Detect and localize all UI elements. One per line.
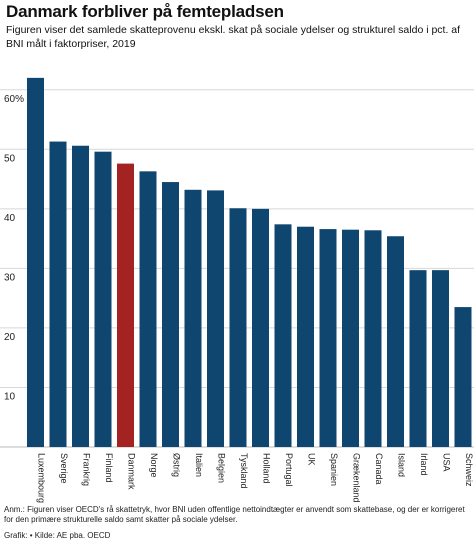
chart-title: Danmark forbliver på femtepladsen xyxy=(6,2,284,21)
bar xyxy=(139,171,157,448)
x-tick-label: Finland xyxy=(104,453,114,483)
x-tick-label: Frankrig xyxy=(82,453,92,486)
x-tick-label: Grækenland xyxy=(352,453,362,503)
bar xyxy=(72,145,89,447)
x-tick-label: Tyskland xyxy=(239,453,249,489)
x-tick-label: Holland xyxy=(262,453,272,484)
y-tick-label: 40 xyxy=(4,213,16,224)
bar xyxy=(319,229,337,447)
x-tick-label: Belgien xyxy=(217,453,227,483)
x-tick-label: Irland xyxy=(419,453,429,476)
y-tick-label: 50 xyxy=(4,153,16,164)
bar xyxy=(162,182,179,448)
bar xyxy=(364,230,382,447)
x-tick-label: USA xyxy=(442,453,452,472)
bar xyxy=(252,208,269,447)
bar xyxy=(229,208,247,447)
x-tick-label: Italien xyxy=(194,453,204,477)
bar xyxy=(184,189,202,448)
x-tick-label: Schweiz xyxy=(464,453,474,487)
bar xyxy=(409,270,427,447)
x-tick-label: Sverige xyxy=(59,453,69,484)
x-tick-label: UK xyxy=(307,453,317,466)
x-tick-label: Canada xyxy=(374,453,384,485)
y-tick-label: 60% xyxy=(4,94,24,105)
bar xyxy=(94,151,112,448)
bar xyxy=(117,163,134,447)
chart-source: Grafik: • Kilde: AE pba. OECD xyxy=(4,531,111,540)
bar xyxy=(207,190,224,448)
bar xyxy=(432,270,449,447)
bar xyxy=(387,236,404,447)
x-tick-label: Portugal xyxy=(284,453,294,487)
bar xyxy=(49,141,67,447)
bar xyxy=(454,307,472,447)
tick-labels: 10 20 30 40 50 60% Luxembourg Sverige Frankrig Fi… xyxy=(4,94,474,503)
x-tick-label: Luxembourg xyxy=(37,453,47,503)
y-tick-label: 20 xyxy=(4,332,16,343)
chart-subtitle: Figuren viser det samlede skatteprovenu … xyxy=(6,24,461,50)
x-tick-label: Østrig xyxy=(172,453,182,477)
bars xyxy=(27,77,472,448)
y-tick-label: 30 xyxy=(4,272,16,283)
bar xyxy=(297,226,314,447)
bar xyxy=(27,77,44,447)
bar xyxy=(342,229,359,447)
chart-note: Anm.: Figuren viser OECD's rå skattetryk… xyxy=(4,505,465,524)
bar xyxy=(274,224,292,447)
x-tick-label: Danmark xyxy=(127,453,137,490)
x-tick-label: Spanien xyxy=(329,453,339,486)
x-tick-label: Island xyxy=(397,453,407,477)
x-tick-label: Norge xyxy=(149,453,159,478)
y-tick-label: 10 xyxy=(4,391,16,402)
